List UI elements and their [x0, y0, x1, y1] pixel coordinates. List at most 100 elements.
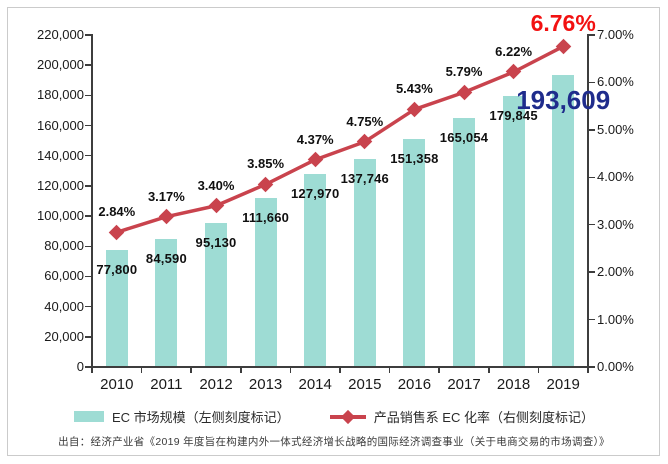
bar-2012	[205, 223, 227, 367]
y-axis-tick-label-left: 180,000	[37, 87, 84, 103]
legend: EC 市场规模（左侧刻度标记） 产品销售系 EC 化率（右侧刻度标记）	[0, 407, 668, 426]
bar-2011	[155, 239, 178, 367]
x-axis-tick	[339, 367, 341, 373]
bar-value-label: 137,746	[340, 171, 389, 187]
bar-2013	[254, 198, 277, 367]
rate-label: 2.84%	[98, 204, 136, 220]
x-axis-tick	[537, 367, 540, 373]
y-axis-tick-label-right: 4.00%	[597, 169, 634, 185]
rate-label: 6.22%	[495, 43, 533, 59]
y-axis-tick-left	[85, 305, 92, 308]
y-axis-left	[91, 34, 93, 368]
y-axis-tick-left	[85, 215, 92, 217]
y-axis-tick-left	[85, 94, 92, 97]
rate-label: 5.43%	[395, 81, 433, 97]
x-axis-tick	[587, 367, 589, 373]
bar-2019	[552, 74, 575, 367]
y-axis-tick-label-left: 220,000	[37, 27, 84, 42]
y-axis-tick-label-right: 2.00%	[597, 264, 634, 280]
bar-2017	[453, 117, 475, 367]
year-label-2011: 2011	[150, 376, 183, 393]
y-axis-tick-label-right: 0.00%	[597, 359, 634, 374]
y-axis-tick-label-right: 7.00%	[597, 27, 634, 42]
y-axis-tick-label-right: 1.00%	[597, 311, 634, 327]
x-axis-tick	[488, 367, 490, 373]
bar-2010	[105, 249, 128, 367]
y-axis-tick-label-left: 60,000	[44, 268, 84, 284]
x-axis-tick	[438, 367, 440, 373]
y-axis-right	[587, 34, 589, 368]
bar-2015	[353, 159, 376, 367]
legend-rate-label: 产品销售系 EC 化率（右侧刻度标记）	[373, 410, 594, 425]
bar-value-label: 77,800	[96, 261, 138, 277]
year-label-2016: 2016	[397, 376, 432, 393]
bar-value-label: 111,660	[242, 210, 290, 226]
x-axis-tick	[140, 367, 143, 373]
x-axis-tick	[240, 367, 242, 373]
year-label-2015: 2015	[348, 376, 382, 393]
y-axis-tick-right	[588, 34, 595, 36]
rate-label-final: 6.76%	[530, 10, 596, 37]
source-citation: 出自：经济产业省《2019 年度旨在构建内外一体式经济增长战略的国际经济调查事业…	[58, 436, 610, 448]
y-axis-tick-left	[85, 185, 92, 187]
year-label-2017: 2017	[447, 376, 481, 393]
y-axis-tick-label-left: 200,000	[37, 57, 84, 73]
rate-label: 4.75%	[346, 113, 384, 129]
legend-diamond	[340, 409, 355, 424]
bar-2014	[304, 173, 327, 367]
year-label-2019: 2019	[546, 376, 580, 393]
rate-label: 3.40%	[197, 177, 235, 193]
y-axis-tick-right	[588, 81, 595, 84]
bar-value-label: 165,054	[439, 129, 489, 145]
y-axis-tick-label-left: 100,000	[37, 208, 84, 224]
y-axis-tick-label-left: 140,000	[37, 147, 84, 163]
y-axis-tick-right	[588, 271, 595, 273]
year-label-2013: 2013	[248, 376, 283, 393]
x-axis-tick	[388, 367, 391, 373]
bar-value-label: 127,970	[290, 185, 340, 201]
y-axis-tick-left	[85, 336, 92, 338]
legend-item-ec-rate: 产品销售系 EC 化率（右侧刻度标记）	[329, 407, 594, 426]
year-label-2010: 2010	[100, 376, 134, 393]
rate-label: 5.79%	[445, 64, 483, 80]
y-axis-tick-left	[85, 64, 92, 66]
ec-rate-line	[116, 44, 565, 234]
y-axis-tick-left	[85, 34, 92, 36]
legend-market-label: EC 市场规模（左侧刻度标记）	[112, 410, 290, 425]
year-label-2018: 2018	[496, 376, 531, 393]
y-axis-tick-right	[588, 366, 595, 368]
y-axis-tick-left	[85, 154, 92, 157]
y-axis-tick-right	[588, 176, 595, 179]
y-axis-tick-left	[85, 245, 92, 248]
y-axis-tick-label-left: 120,000	[37, 177, 84, 193]
y-axis-tick-label-left: 40,000	[44, 298, 84, 314]
line-diamond-icon	[329, 409, 366, 424]
y-axis-tick-label-right: 6.00%	[597, 74, 634, 90]
y-axis-tick-label-left: 20,000	[44, 328, 84, 344]
year-label-2014: 2014	[298, 376, 332, 393]
bar-2018	[502, 95, 525, 367]
y-axis-tick-label-left: 160,000	[37, 117, 84, 133]
legend-item-market-size: EC 市场规模（左侧刻度标记）	[74, 407, 290, 426]
y-axis-tick-right	[588, 318, 595, 321]
bar-2016	[403, 138, 426, 367]
x-axis-tick	[289, 367, 292, 373]
rate-label: 3.17%	[147, 188, 185, 204]
year-label-2012: 2012	[199, 376, 233, 393]
bar-value-label: 179,845	[489, 107, 538, 123]
x-axis-tick	[190, 367, 192, 373]
bar-value-label: 95,130	[195, 235, 237, 251]
y-axis-tick-label-left: 0	[76, 359, 84, 374]
y-axis-tick-left	[85, 275, 92, 278]
bar-value-label: 151,358	[390, 150, 439, 166]
bar-value-label-final: 193,609	[516, 84, 611, 115]
y-axis-tick-left	[85, 366, 92, 368]
bar-value-label: 84,590	[145, 251, 187, 267]
y-axis-tick-right	[588, 129, 595, 131]
rate-label: 3.85%	[247, 156, 285, 172]
y-axis-tick-right	[588, 223, 595, 226]
rate-label: 4.37%	[296, 131, 334, 147]
x-axis-tick	[91, 367, 93, 373]
y-axis-tick-label-right: 5.00%	[597, 121, 634, 137]
